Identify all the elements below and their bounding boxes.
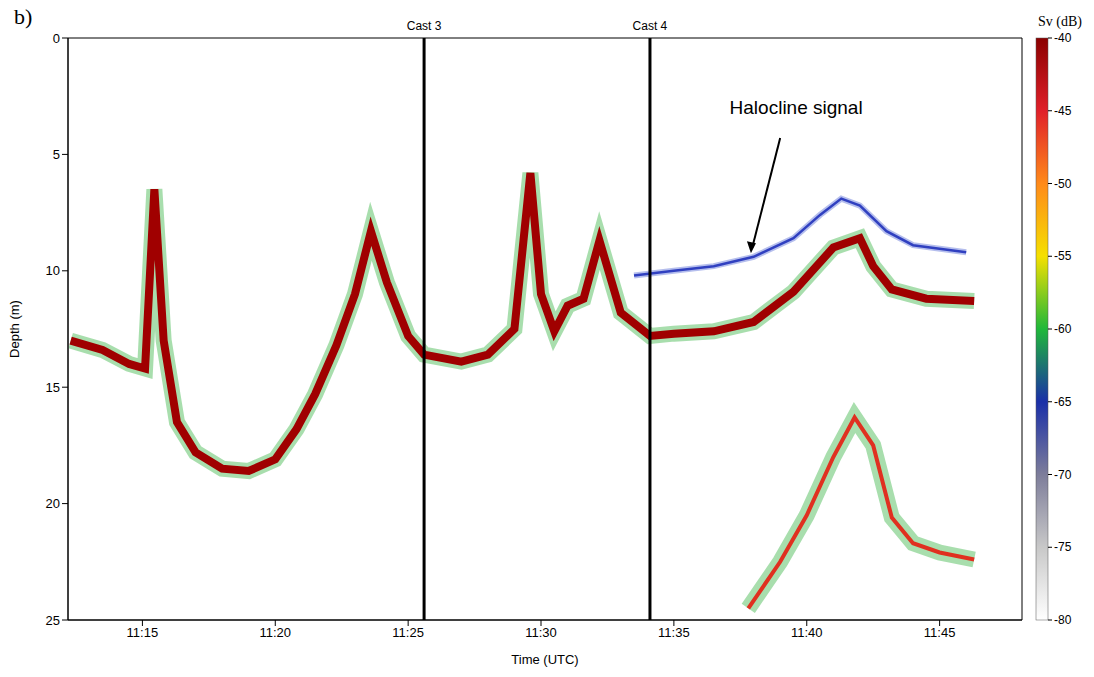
svg-text:-65: -65 bbox=[1054, 395, 1072, 409]
svg-text:-55: -55 bbox=[1054, 249, 1072, 263]
svg-text:11:35: 11:35 bbox=[658, 625, 690, 640]
svg-text:15: 15 bbox=[46, 380, 60, 395]
svg-text:-40: -40 bbox=[1054, 31, 1072, 45]
svg-text:20: 20 bbox=[46, 496, 60, 511]
svg-text:11:30: 11:30 bbox=[525, 625, 557, 640]
svg-text:11:40: 11:40 bbox=[791, 625, 823, 640]
svg-text:11:15: 11:15 bbox=[127, 625, 159, 640]
svg-text:0: 0 bbox=[53, 31, 60, 46]
svg-text:-45: -45 bbox=[1054, 104, 1072, 118]
svg-text:11:45: 11:45 bbox=[924, 625, 956, 640]
svg-text:-80: -80 bbox=[1054, 613, 1072, 627]
svg-text:Depth (m): Depth (m) bbox=[7, 300, 22, 358]
html-text:b): b) bbox=[14, 4, 33, 29]
svg-text:-60: -60 bbox=[1054, 322, 1072, 336]
svg-text:-50: -50 bbox=[1054, 177, 1072, 191]
svg-text:25: 25 bbox=[46, 613, 60, 628]
svg-text:Sv (dB): Sv (dB) bbox=[1038, 14, 1082, 30]
svg-text:5: 5 bbox=[53, 147, 60, 162]
svg-text:Time (UTC): Time (UTC) bbox=[511, 652, 578, 667]
svg-text:Halocline signal: Halocline signal bbox=[730, 97, 863, 118]
svg-text:Cast 4: Cast 4 bbox=[633, 19, 668, 33]
svg-text:11:25: 11:25 bbox=[392, 625, 424, 640]
svg-text:Cast 3: Cast 3 bbox=[407, 19, 442, 33]
svg-text:11:20: 11:20 bbox=[259, 625, 291, 640]
svg-text:-70: -70 bbox=[1054, 468, 1072, 482]
svg-text:10: 10 bbox=[46, 263, 60, 278]
svg-text:-75: -75 bbox=[1054, 540, 1072, 554]
